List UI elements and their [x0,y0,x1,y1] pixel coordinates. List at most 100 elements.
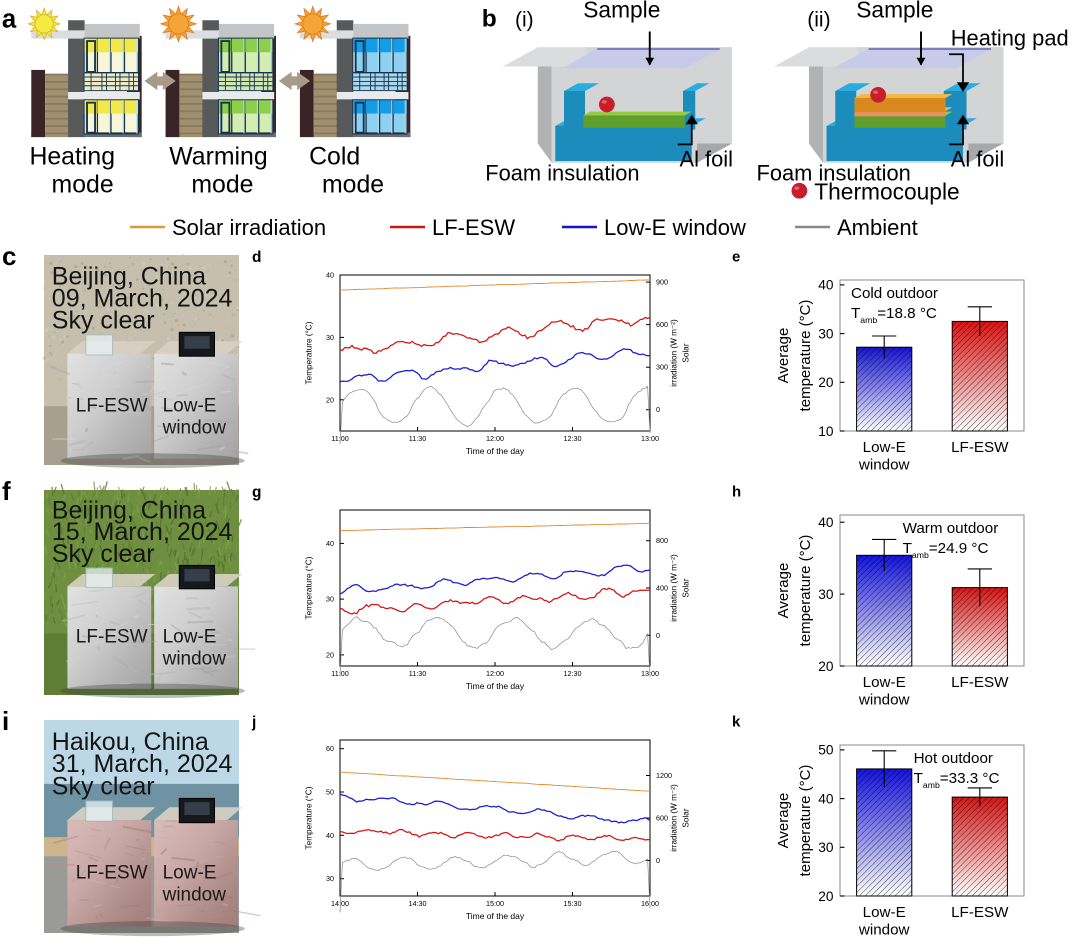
svg-text:LF-ESW: LF-ESW [951,674,1009,691]
svg-text:Low-E: Low-E [163,395,217,416]
svg-text:Cold outdoor: Cold outdoor [851,285,938,302]
svg-text:12:00: 12:00 [486,434,504,443]
svg-text:Time of the day: Time of the day [466,446,525,456]
svg-text:800: 800 [656,536,668,545]
svg-text:Solar: Solar [682,578,691,597]
svg-text:Low-E: Low-E [863,904,906,921]
svg-text:irradiation (W m⁻²): irradiation (W m⁻²) [669,554,678,622]
svg-text:20: 20 [818,889,834,904]
svg-text:a: a [2,6,17,34]
svg-text:400: 400 [656,584,668,593]
svg-text:0: 0 [656,631,660,640]
svg-text:40: 40 [818,515,834,530]
svg-text:40: 40 [326,831,334,840]
svg-text:window: window [162,649,227,670]
svg-text:13:00: 13:00 [641,434,659,443]
svg-text:temperature (°C): temperature (°C) [797,535,814,647]
svg-text:10: 10 [818,424,834,439]
svg-text:LF-ESW: LF-ESW [951,439,1009,456]
svg-text:window: window [858,457,910,474]
svg-text:20: 20 [818,375,834,390]
svg-text:Sample: Sample [583,0,660,23]
svg-text:30: 30 [326,333,334,342]
svg-text:mode: mode [322,171,384,198]
svg-text:Sample: Sample [856,0,933,23]
svg-text:30: 30 [326,874,334,883]
svg-text:Heating pad: Heating pad [951,26,1069,51]
svg-text:Low-E: Low-E [863,674,906,691]
svg-text:Solar irradiation: Solar irradiation [172,215,326,240]
svg-text:300: 300 [656,363,668,372]
svg-text:15:00: 15:00 [486,899,504,908]
svg-text:mode: mode [191,171,253,198]
svg-text:window: window [162,417,227,438]
svg-text:k: k [732,714,741,731]
svg-text:e: e [732,249,740,266]
svg-text:Average: Average [775,328,792,384]
svg-text:Hot outdoor: Hot outdoor [914,750,993,767]
svg-text:0: 0 [656,405,660,414]
svg-text:20: 20 [326,650,334,659]
svg-text:Temperature (°C): Temperature (°C) [304,321,313,384]
svg-text:Heating: Heating [29,144,115,171]
svg-text:50: 50 [818,743,834,758]
svg-text:Sky clear: Sky clear [52,773,155,801]
svg-text:LF-ESW: LF-ESW [76,627,148,648]
svg-text:11:30: 11:30 [409,669,426,678]
svg-text:g: g [252,484,261,501]
svg-text:h: h [732,484,741,501]
svg-text:40: 40 [326,271,334,280]
svg-text:600: 600 [656,320,668,329]
svg-text:Time of the day: Time of the day [466,681,525,691]
svg-text:LF-ESW: LF-ESW [432,215,515,240]
svg-text:40: 40 [818,278,834,293]
svg-text:j: j [251,714,256,731]
svg-text:Tamb=24.9 °C: Tamb=24.9 °C [903,540,989,560]
svg-text:temperature (°C): temperature (°C) [797,300,814,412]
svg-text:LF-ESW: LF-ESW [76,863,148,884]
svg-text:20: 20 [326,395,334,404]
svg-text:Time of the day: Time of the day [466,911,525,921]
svg-text:f: f [2,476,11,506]
svg-text:Temperature (°C): Temperature (°C) [304,786,313,849]
svg-text:Warming: Warming [169,144,267,171]
svg-text:Cold: Cold [309,144,360,171]
svg-text:Thermocouple: Thermocouple [814,179,959,205]
svg-text:window: window [858,922,910,939]
svg-text:600: 600 [656,814,668,823]
svg-text:30: 30 [818,587,834,602]
svg-text:Foam insulation: Foam insulation [485,160,639,185]
svg-text:Low-E: Low-E [163,627,217,648]
svg-text:0: 0 [656,856,660,865]
svg-text:Low-E: Low-E [863,439,906,456]
svg-text:irradiation (W m⁻²): irradiation (W m⁻²) [669,319,678,387]
svg-text:Solar: Solar [682,343,691,362]
svg-text:40: 40 [326,539,334,548]
svg-text:(i): (i) [515,8,534,31]
svg-text:Temperature (°C): Temperature (°C) [304,556,313,619]
svg-text:12:30: 12:30 [564,669,582,678]
svg-text:Average: Average [775,793,792,849]
svg-text:Warm outdoor: Warm outdoor [903,520,999,537]
svg-text:d: d [252,249,261,266]
svg-text:LF-ESW: LF-ESW [76,395,148,416]
svg-text:Low-E: Low-E [163,863,217,884]
svg-text:LF-ESW: LF-ESW [951,904,1009,921]
svg-text:Average: Average [775,563,792,619]
svg-text:11:30: 11:30 [409,434,426,443]
svg-text:Sky clear: Sky clear [52,540,155,568]
svg-text:50: 50 [326,788,334,797]
svg-text:window: window [162,885,227,906]
svg-text:1200: 1200 [656,771,672,780]
svg-text:irradiation (W m⁻²): irradiation (W m⁻²) [669,784,678,852]
svg-text:Ambient: Ambient [837,215,918,240]
svg-text:30: 30 [818,326,834,341]
svg-text:14:30: 14:30 [409,899,427,908]
svg-text:60: 60 [326,744,334,753]
svg-text:(ii): (ii) [807,8,830,31]
svg-text:Tamb=33.3 °C: Tamb=33.3 °C [914,770,1000,790]
svg-text:i: i [2,706,9,736]
svg-text:b: b [482,5,497,32]
svg-text:12:30: 12:30 [564,434,582,443]
svg-text:20: 20 [818,659,834,674]
